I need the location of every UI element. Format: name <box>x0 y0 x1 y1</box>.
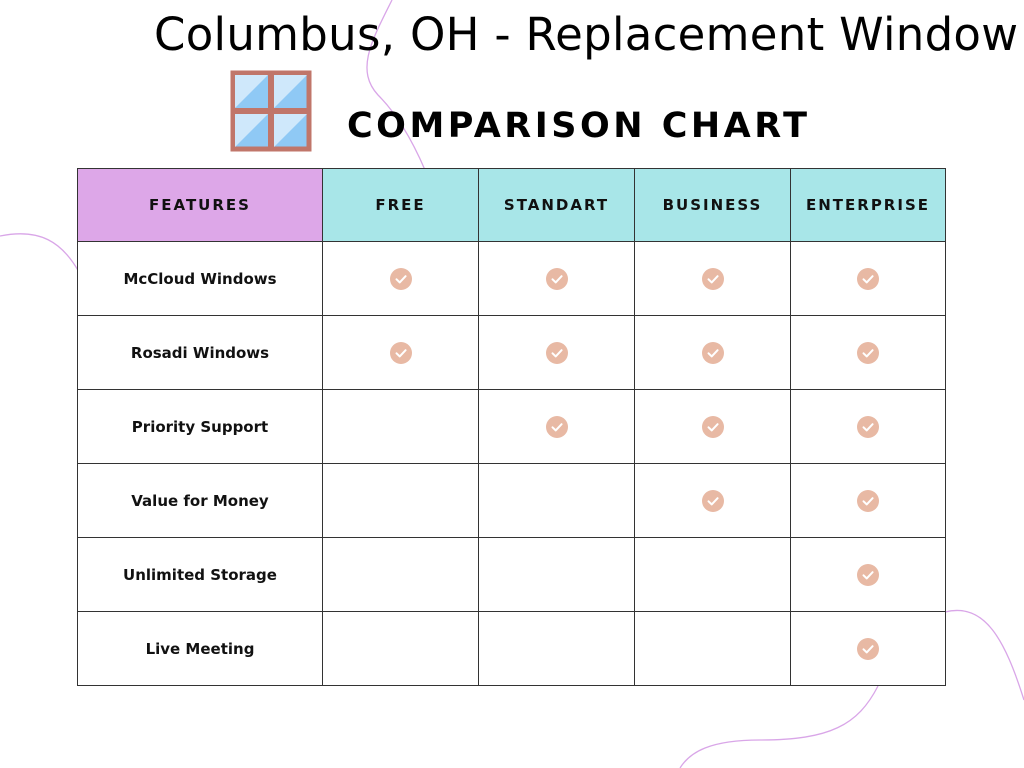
table-cell <box>322 611 479 686</box>
feature-name-cell: Live Meeting <box>77 611 323 686</box>
table-row: Value for Money <box>77 463 946 538</box>
table-cell <box>790 315 946 390</box>
table-body: McCloud Windows Rosadi Windows Priority Su… <box>77 241 946 686</box>
table-row: Live Meeting <box>77 611 946 686</box>
table-cell <box>478 611 635 686</box>
check-icon <box>545 267 568 290</box>
feature-name-cell: Value for Money <box>77 463 323 538</box>
table-cell <box>634 241 791 316</box>
table-row: Priority Support <box>77 389 946 464</box>
table-cell <box>634 389 791 464</box>
check-icon <box>857 563 879 586</box>
table-row: Rosadi Windows <box>77 315 946 390</box>
page-title: Columbus, OH - Replacement Window <box>154 8 1019 61</box>
check-icon <box>701 267 724 290</box>
check-icon <box>389 267 412 290</box>
check-icon <box>857 489 879 512</box>
table-cell <box>790 241 946 316</box>
table-cell <box>790 537 946 612</box>
table-cell <box>322 463 479 538</box>
check-icon <box>857 341 879 364</box>
table-cell <box>322 537 479 612</box>
check-icon <box>857 267 879 290</box>
comparison-table: FEATURES FREE STANDART BUSINESS ENTERPRI… <box>77 168 946 686</box>
table-row: McCloud Windows <box>77 241 946 316</box>
table-cell <box>478 389 635 464</box>
check-icon <box>545 415 568 438</box>
page-subtitle: COMPARISON CHART <box>347 106 811 146</box>
table-cell <box>478 315 635 390</box>
table-cell <box>790 463 946 538</box>
table-cell <box>478 537 635 612</box>
table-cell <box>478 241 635 316</box>
window-icon <box>230 70 312 152</box>
table-cell <box>790 389 946 464</box>
column-header-enterprise: ENTERPRISE <box>790 168 946 242</box>
table-cell <box>790 611 946 686</box>
check-icon <box>389 341 412 364</box>
check-icon <box>857 637 879 660</box>
check-icon <box>545 341 568 364</box>
feature-name-cell: McCloud Windows <box>77 241 323 316</box>
table-cell <box>634 463 791 538</box>
check-icon <box>701 415 724 438</box>
feature-name-cell: Unlimited Storage <box>77 537 323 612</box>
column-header-business: BUSINESS <box>634 168 791 242</box>
table-cell <box>322 389 479 464</box>
check-icon <box>701 341 724 364</box>
column-header-free: FREE <box>322 168 479 242</box>
check-icon <box>857 415 879 438</box>
table-cell <box>322 241 479 316</box>
table-row: Unlimited Storage <box>77 537 946 612</box>
table-cell <box>634 315 791 390</box>
column-header-standart: STANDART <box>478 168 635 242</box>
table-cell <box>634 611 791 686</box>
table-cell <box>634 537 791 612</box>
table-header-row: FEATURES FREE STANDART BUSINESS ENTERPRI… <box>77 168 946 242</box>
feature-name-cell: Rosadi Windows <box>77 315 323 390</box>
feature-name-cell: Priority Support <box>77 389 323 464</box>
column-header-features: FEATURES <box>77 168 323 242</box>
table-cell <box>478 463 635 538</box>
table-cell <box>322 315 479 390</box>
check-icon <box>701 489 724 512</box>
